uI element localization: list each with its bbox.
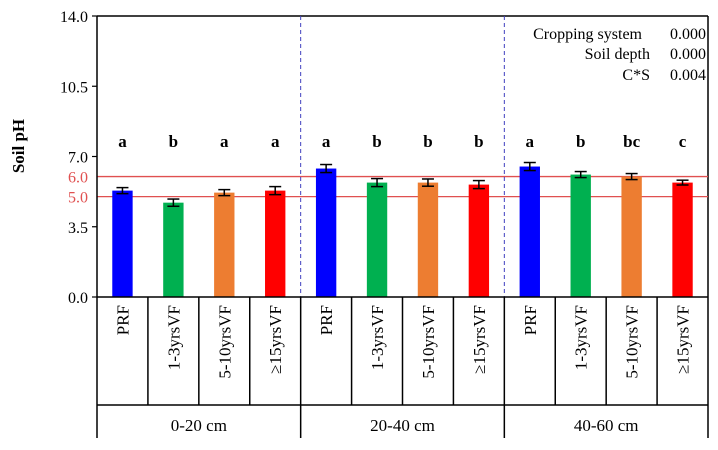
bar	[366, 182, 388, 297]
depth-group-label: 0-20 cm	[171, 416, 227, 435]
bar	[315, 168, 337, 297]
category-label: ≥15yrsVF	[470, 305, 489, 374]
stat-value: 0.000	[670, 26, 706, 43]
category-label: ≥15yrsVF	[266, 305, 285, 374]
stat-value: 0.004	[670, 67, 706, 84]
reference-line-label: 6.0	[68, 170, 88, 187]
stat-label: Cropping system	[533, 26, 642, 43]
y-tick-label: 14.0	[60, 9, 88, 26]
bar	[621, 176, 642, 297]
significance-letter: a	[220, 132, 229, 151]
significance-letter: a	[271, 132, 280, 151]
category-label: 1-3yrsVF	[368, 305, 387, 370]
bar	[468, 184, 490, 297]
category-label: PRF	[521, 305, 540, 335]
bar	[265, 190, 286, 297]
significance-letter: b	[576, 132, 585, 151]
significance-letter: c	[679, 132, 687, 151]
chart-marks: 6.0 5.0 0.0 3.5 7.0 10.5 14.0 a PRF b 1-3yrsVF a 5-1…	[60, 9, 708, 438]
category-label: 5-10yrsVF	[419, 305, 438, 379]
category-label: PRF	[113, 305, 132, 335]
y-tick-label: 7.0	[68, 150, 88, 167]
bar	[519, 166, 540, 297]
bar	[570, 174, 591, 297]
significance-letter: b	[423, 132, 432, 151]
y-tick-label: 0.0	[68, 290, 88, 307]
significance-letter: a	[322, 132, 331, 151]
significance-letter: bc	[623, 132, 640, 151]
y-tick-label: 10.5	[60, 79, 88, 96]
category-label: 5-10yrsVF	[215, 305, 234, 379]
significance-letter: a	[526, 132, 535, 151]
bar	[672, 182, 693, 297]
depth-group-label: 40-60 cm	[574, 416, 639, 435]
y-tick-label: 3.5	[68, 220, 88, 237]
significance-letter: b	[474, 132, 483, 151]
reference-line-label: 5.0	[68, 190, 88, 207]
significance-letter: b	[372, 132, 381, 151]
bar	[112, 190, 133, 297]
category-label: 1-3yrsVF	[572, 305, 591, 370]
stat-label: C*S	[622, 67, 650, 84]
category-label: 5-10yrsVF	[623, 305, 642, 379]
bar	[163, 202, 184, 297]
bar	[417, 182, 439, 297]
significance-letter: a	[118, 132, 127, 151]
bar	[214, 192, 235, 297]
category-label: ≥15yrsVF	[674, 305, 693, 374]
depth-group-label: 20-40 cm	[370, 416, 435, 435]
stats-annotation: Cropping system 0.000 Soil depth 0.000 C…	[533, 26, 706, 84]
category-label: 1-3yrsVF	[164, 305, 183, 370]
y-axis-title: Soil pH	[9, 119, 28, 173]
category-label: PRF	[317, 305, 336, 335]
stat-value: 0.000	[670, 46, 706, 63]
stat-label: Soil depth	[585, 46, 650, 63]
significance-letter: b	[169, 132, 178, 151]
